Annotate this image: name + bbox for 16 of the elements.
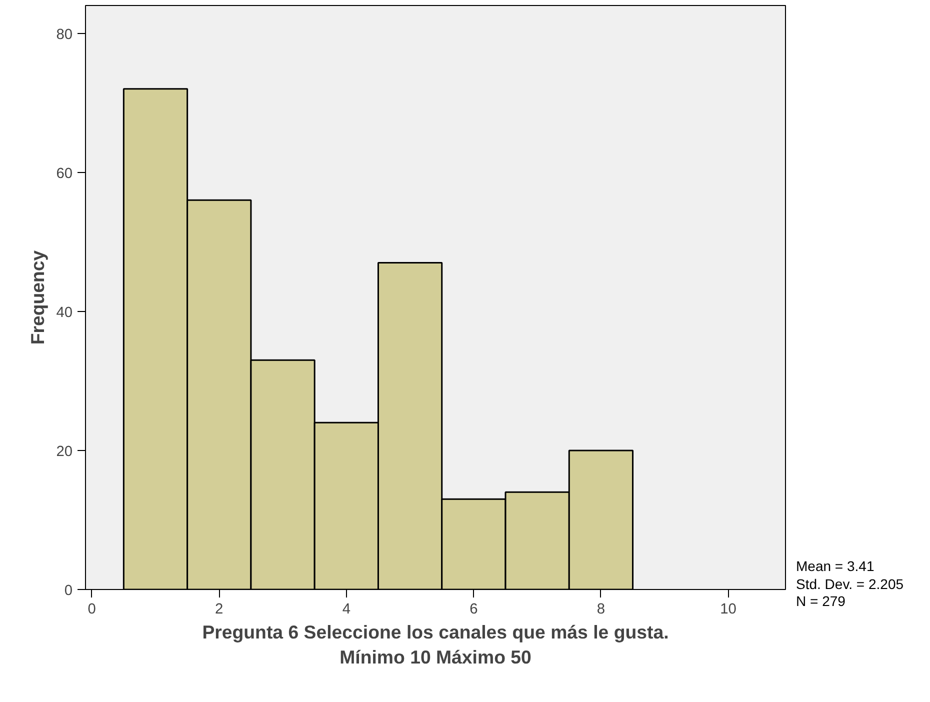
x-tick-label: 0 — [88, 602, 96, 618]
x-tick-label: 6 — [470, 602, 478, 618]
x-tick-label: 10 — [720, 602, 736, 618]
x-tick-label: 8 — [596, 602, 606, 618]
y-tick-label: 0 — [64, 583, 73, 599]
y-tick-label: 60 — [56, 166, 73, 182]
y-axis-title: Frequency — [27, 250, 48, 345]
text: N = 279 — [796, 593, 846, 609]
x-axis-title: Pregunta 6 Seleccione los canales que más le gusta. Mínimo 10 Máximo 50 — [202, 622, 669, 668]
text: Mean = 3.41 — [796, 558, 874, 574]
y-tick-label: 80 — [56, 26, 73, 43]
x-tick-label: 2 — [215, 602, 224, 618]
y-tick-label: 40 — [56, 304, 73, 321]
y-tick-label: 20 — [56, 444, 73, 460]
x-tick-label: 4 — [342, 602, 350, 618]
text: Std. Dev. = 2.205 — [796, 576, 904, 592]
